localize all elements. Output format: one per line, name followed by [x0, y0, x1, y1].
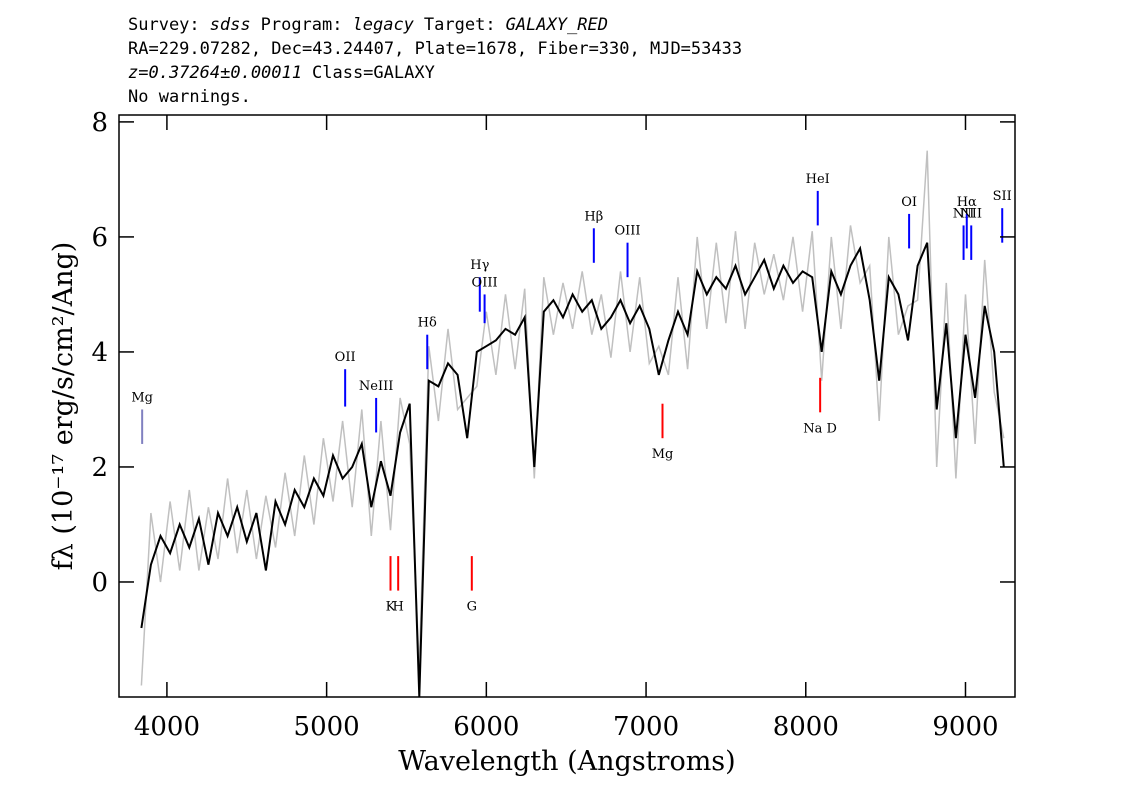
- spectrum-line: [140, 242, 1005, 697]
- x-tick-label: 7000: [613, 712, 679, 742]
- line-label: HeI: [806, 172, 830, 187]
- line-label: NII: [960, 206, 982, 221]
- header-part: Survey:: [128, 15, 200, 35]
- header-part: Class=GALAXY: [312, 63, 435, 83]
- line-label: Mg: [652, 447, 674, 462]
- line-label: Hδ: [418, 316, 437, 331]
- header-part: sdss: [210, 15, 251, 35]
- line-label: Na D: [803, 421, 837, 436]
- line-label: Hγ: [470, 258, 489, 273]
- x-tick-label: 8000: [773, 712, 839, 742]
- line-label: G: [467, 600, 477, 615]
- header-line: z=0.37264±0.00011 Class=GALAXY: [128, 63, 435, 83]
- line-label: H: [393, 600, 404, 615]
- y-tick-label: 8: [91, 108, 108, 138]
- line-label: K: [386, 600, 396, 615]
- line-label: OI: [901, 195, 917, 210]
- spectrum-line: [140, 150, 1005, 686]
- header-line: No warnings.: [128, 87, 251, 107]
- line-label: OIII: [472, 275, 498, 290]
- header-line: Survey: sdss Program: legacy Target: GALAXY_R…: [128, 15, 608, 35]
- line-label: SII: [993, 189, 1012, 204]
- line-label: OII: [335, 350, 356, 365]
- y-tick-label: 0: [91, 568, 108, 598]
- header-part: No warnings.: [128, 87, 251, 107]
- header-part: Target:: [424, 15, 496, 35]
- header: Survey: sdss Program: legacy Target: GALAXY_R…: [128, 15, 742, 107]
- header-part: GALAXY_RED: [506, 15, 608, 35]
- y-tick-label: 4: [91, 338, 108, 368]
- line-label: OIII: [614, 224, 640, 239]
- header-part: Program:: [261, 15, 343, 35]
- line-label: Hβ: [584, 209, 603, 224]
- header-part: RA=229.07282, Dec=43.24407, Plate=1678, …: [128, 39, 742, 59]
- y-axis-label: fλ (10⁻¹⁷ erg/s/cm²/Ang): [48, 242, 79, 571]
- header-part: legacy: [353, 15, 415, 35]
- line-label: Mg: [131, 390, 153, 405]
- header-line: RA=229.07282, Dec=43.24407, Plate=1678, …: [128, 39, 742, 59]
- line-label: Hα: [957, 195, 977, 210]
- x-tick-label: 9000: [932, 712, 998, 742]
- line-label: NeIII: [359, 379, 393, 394]
- x-tick-label: 4000: [134, 712, 200, 742]
- line-label: NII: [953, 206, 975, 221]
- y-tick-label: 6: [91, 223, 108, 253]
- header-part: z=0.37264±0.00011: [128, 63, 302, 83]
- plot-frame: [118, 114, 1016, 698]
- x-tick-label: 5000: [294, 712, 360, 742]
- x-axis-label: Wavelength (Angstroms): [398, 746, 735, 777]
- y-tick-label: 2: [91, 453, 108, 483]
- x-tick-label: 6000: [453, 712, 519, 742]
